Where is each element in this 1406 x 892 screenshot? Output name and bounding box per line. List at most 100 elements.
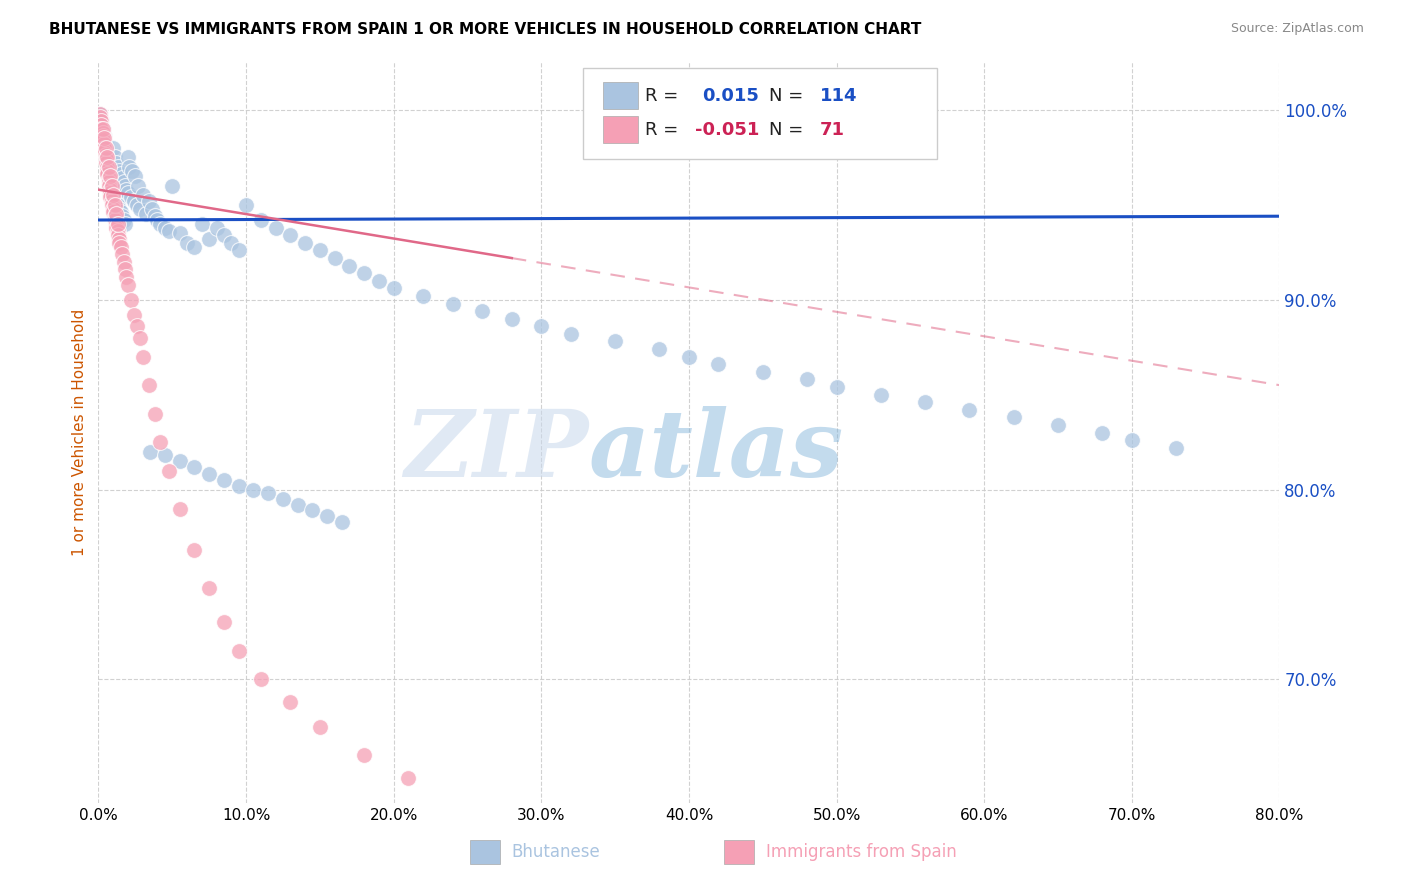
Point xyxy=(105,194,128,208)
Point xyxy=(132,188,155,202)
Point xyxy=(105,217,128,231)
Point xyxy=(316,509,339,524)
Point xyxy=(242,483,264,497)
Point xyxy=(1121,434,1143,448)
Point xyxy=(98,168,121,182)
Point xyxy=(97,150,120,164)
Point xyxy=(294,235,316,250)
Point xyxy=(339,259,361,273)
Point xyxy=(1046,417,1070,432)
Point xyxy=(96,145,118,159)
Point xyxy=(94,137,117,152)
Point xyxy=(105,220,128,235)
Point xyxy=(117,277,139,292)
Point xyxy=(97,160,120,174)
FancyBboxPatch shape xyxy=(471,840,501,863)
Text: 114: 114 xyxy=(820,87,858,104)
Point xyxy=(212,473,235,487)
Point xyxy=(108,235,131,250)
Point xyxy=(97,160,120,174)
Point xyxy=(97,175,120,189)
Point xyxy=(471,304,494,318)
Point xyxy=(228,244,250,258)
Point xyxy=(169,227,191,241)
Point xyxy=(183,239,205,253)
Point xyxy=(280,228,302,243)
Point xyxy=(149,435,172,450)
Point xyxy=(98,169,121,184)
Point xyxy=(114,217,136,231)
Point xyxy=(114,262,136,277)
Point xyxy=(825,380,848,394)
Point xyxy=(183,543,205,558)
Point xyxy=(111,171,134,186)
Point xyxy=(280,695,302,709)
FancyBboxPatch shape xyxy=(603,82,638,109)
Point xyxy=(124,169,146,184)
Point xyxy=(128,202,150,216)
Point xyxy=(90,118,112,132)
Point xyxy=(228,479,250,493)
Point xyxy=(157,464,180,478)
Point xyxy=(93,133,115,147)
Point xyxy=(752,365,775,379)
Point xyxy=(90,121,112,136)
Point xyxy=(96,160,118,174)
Point xyxy=(139,444,162,458)
Point xyxy=(111,209,134,223)
Point xyxy=(98,186,121,201)
Point xyxy=(94,141,117,155)
Point xyxy=(90,116,112,130)
Point xyxy=(103,202,125,216)
Point xyxy=(91,121,114,136)
Point xyxy=(309,244,332,258)
Point xyxy=(959,402,981,417)
Point xyxy=(89,111,111,125)
Point xyxy=(228,644,250,658)
Point xyxy=(108,163,131,178)
Point xyxy=(115,269,138,284)
Point xyxy=(111,247,134,261)
Point xyxy=(125,319,148,334)
Point xyxy=(1002,410,1025,425)
Point xyxy=(143,407,166,421)
Point xyxy=(105,156,128,170)
Point xyxy=(100,178,122,193)
Point xyxy=(93,131,115,145)
Point xyxy=(91,129,114,144)
Point xyxy=(110,168,132,182)
Point xyxy=(353,748,375,763)
Point xyxy=(648,342,671,356)
Point xyxy=(118,160,141,174)
Point xyxy=(104,198,127,212)
Point xyxy=(441,296,464,310)
Text: Immigrants from Spain: Immigrants from Spain xyxy=(766,843,956,861)
Point xyxy=(91,121,114,136)
Text: BHUTANESE VS IMMIGRANTS FROM SPAIN 1 OR MORE VEHICLES IN HOUSEHOLD CORRELATION C: BHUTANESE VS IMMIGRANTS FROM SPAIN 1 OR … xyxy=(49,22,921,37)
Point xyxy=(107,198,129,212)
Point xyxy=(153,220,176,235)
Point xyxy=(93,141,115,155)
Point xyxy=(89,106,111,120)
Text: Source: ZipAtlas.com: Source: ZipAtlas.com xyxy=(1230,22,1364,36)
Point xyxy=(97,171,120,186)
Point xyxy=(323,251,346,265)
Point xyxy=(107,217,129,231)
Point xyxy=(100,183,122,197)
Point xyxy=(104,150,127,164)
Point xyxy=(1166,441,1188,455)
Text: N =: N = xyxy=(769,87,803,104)
Point xyxy=(112,213,135,227)
Point xyxy=(90,112,112,127)
Point xyxy=(96,168,118,182)
Point xyxy=(678,350,700,364)
Point xyxy=(94,148,117,162)
Point xyxy=(250,213,273,227)
Point xyxy=(368,274,391,288)
Point xyxy=(120,190,142,204)
Point xyxy=(122,308,145,322)
Point xyxy=(235,198,257,212)
Point xyxy=(301,503,323,517)
Point xyxy=(104,213,127,227)
Point xyxy=(212,228,235,243)
